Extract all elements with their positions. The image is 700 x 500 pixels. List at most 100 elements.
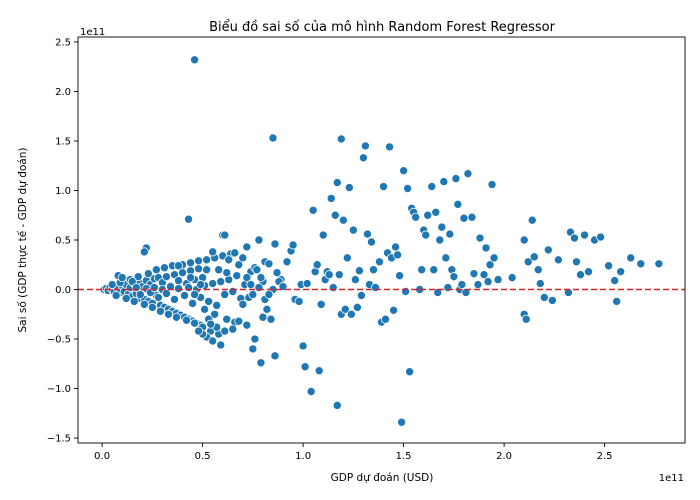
data-point bbox=[308, 205, 318, 215]
data-point bbox=[612, 296, 622, 306]
data-point bbox=[366, 237, 376, 247]
data-point bbox=[580, 230, 590, 240]
data-point bbox=[306, 387, 316, 397]
data-point bbox=[302, 279, 312, 289]
data-point bbox=[441, 253, 451, 263]
y-tick-label: 2.5 bbox=[55, 37, 71, 48]
data-point bbox=[332, 178, 342, 188]
data-point bbox=[256, 273, 266, 283]
data-point bbox=[161, 272, 171, 282]
data-point bbox=[173, 261, 183, 271]
data-point bbox=[190, 289, 200, 299]
data-point bbox=[169, 294, 179, 304]
data-point bbox=[220, 230, 230, 240]
data-point bbox=[163, 309, 173, 319]
x-tick-label: 1.0 bbox=[295, 451, 311, 462]
data-point bbox=[234, 260, 244, 270]
data-point bbox=[232, 271, 242, 281]
data-point bbox=[431, 207, 441, 217]
data-point bbox=[391, 242, 401, 252]
data-point bbox=[519, 235, 529, 245]
data-point bbox=[186, 258, 196, 268]
data-point bbox=[190, 318, 200, 328]
data-point bbox=[610, 276, 620, 286]
data-point bbox=[294, 296, 304, 306]
data-point bbox=[401, 286, 411, 296]
data-point bbox=[360, 141, 370, 151]
data-point bbox=[507, 273, 517, 283]
data-point bbox=[149, 283, 159, 293]
data-point bbox=[312, 260, 322, 270]
data-point bbox=[399, 166, 409, 176]
data-point bbox=[405, 367, 415, 377]
data-point bbox=[242, 242, 252, 252]
data-point bbox=[461, 287, 471, 297]
data-point bbox=[254, 235, 264, 245]
data-point bbox=[449, 272, 459, 282]
data-point bbox=[270, 239, 280, 249]
data-point bbox=[186, 273, 196, 283]
data-point bbox=[254, 283, 264, 293]
y-tick-label: 1.5 bbox=[55, 136, 71, 147]
data-point bbox=[111, 290, 121, 300]
data-point bbox=[362, 229, 372, 239]
data-point bbox=[439, 177, 449, 187]
data-point bbox=[135, 289, 145, 299]
data-point bbox=[397, 417, 407, 427]
data-point bbox=[463, 169, 473, 179]
data-point bbox=[423, 210, 433, 220]
data-point bbox=[139, 299, 149, 309]
data-point bbox=[153, 292, 163, 302]
x-tick-label: 1.5 bbox=[396, 451, 412, 462]
data-point bbox=[234, 316, 244, 326]
x-tick-label: 2.5 bbox=[597, 451, 613, 462]
data-point bbox=[654, 259, 664, 269]
data-point bbox=[393, 250, 403, 260]
data-point bbox=[344, 183, 354, 193]
data-point bbox=[188, 298, 198, 308]
data-point bbox=[616, 267, 626, 277]
data-point bbox=[346, 309, 356, 319]
data-point bbox=[262, 304, 272, 314]
data-point bbox=[354, 266, 364, 276]
data-point bbox=[228, 286, 238, 296]
data-point bbox=[493, 275, 503, 285]
data-point bbox=[356, 290, 366, 300]
data-point bbox=[266, 314, 276, 324]
data-point bbox=[129, 296, 139, 306]
chart-title: Biểu đồ sai số của mô hình Random Forest… bbox=[209, 20, 556, 35]
data-point bbox=[521, 314, 531, 324]
y-tick-label: 1.0 bbox=[55, 186, 71, 197]
data-point bbox=[381, 314, 391, 324]
data-point bbox=[489, 253, 499, 263]
data-point bbox=[445, 229, 455, 239]
data-point bbox=[155, 306, 165, 316]
data-point bbox=[222, 268, 232, 278]
data-point bbox=[451, 174, 461, 184]
data-point bbox=[338, 215, 348, 225]
data-point bbox=[389, 305, 399, 315]
data-point bbox=[575, 270, 585, 280]
data-point bbox=[270, 351, 280, 361]
data-point bbox=[379, 182, 389, 192]
data-point bbox=[403, 184, 413, 194]
data-point bbox=[527, 215, 537, 225]
data-point bbox=[352, 302, 362, 312]
data-point bbox=[161, 288, 171, 298]
data-point bbox=[385, 142, 395, 152]
data-point bbox=[272, 268, 282, 278]
data-point bbox=[133, 272, 143, 282]
y-tick-label: 0.5 bbox=[55, 236, 71, 247]
data-point bbox=[487, 180, 497, 190]
data-point bbox=[539, 292, 549, 302]
data-point bbox=[569, 233, 579, 243]
data-point bbox=[584, 267, 594, 277]
data-point bbox=[256, 358, 266, 368]
y-axis-label: Sai số (GDP thực tế - GDP dự đoán) bbox=[17, 148, 29, 333]
data-point bbox=[300, 362, 310, 372]
data-point bbox=[571, 257, 581, 267]
data-point bbox=[151, 265, 161, 275]
data-point bbox=[184, 214, 194, 224]
